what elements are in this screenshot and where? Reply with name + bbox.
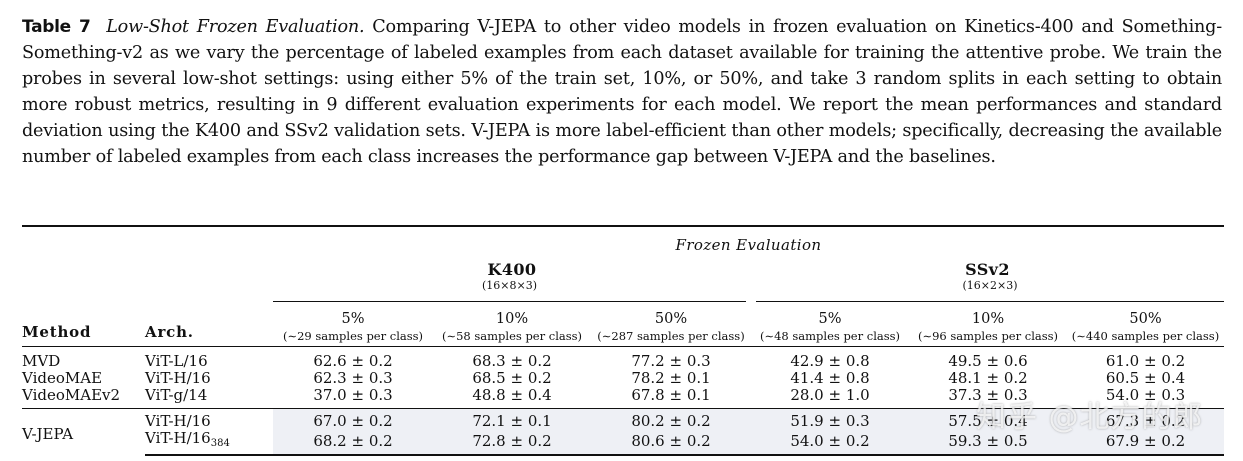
score-cell: 72.1 ± 0.1 xyxy=(433,408,591,430)
arch-base: ViT-H/16 xyxy=(145,429,211,447)
score-cell: 49.5 ± 0.6 xyxy=(909,346,1067,370)
split-samples: (∼29 samples per class) xyxy=(282,329,424,343)
caption-body: Comparing V-JEPA to other video models i… xyxy=(22,17,1222,167)
table-row: MVD ViT-L/16 62.6 ± 0.2 68.3 ± 0.2 77.2 … xyxy=(22,346,1224,370)
caption-title: Low-Shot Frozen Evaluation. xyxy=(106,17,365,37)
method-name: VideoMAE xyxy=(22,369,103,387)
score-cell: 48.1 ± 0.2 xyxy=(948,369,1028,387)
score-cell: 37.0 ± 0.3 xyxy=(313,386,393,404)
col-header-method: Method xyxy=(22,323,92,341)
col-header-arch: Arch. xyxy=(145,323,194,341)
score-cell: 41.4 ± 0.8 xyxy=(790,369,870,387)
score-cell: 68.3 ± 0.2 xyxy=(433,346,591,370)
group-title: Frozen Evaluation xyxy=(675,236,822,254)
score-cell: 54.0 ± 0.2 xyxy=(751,430,909,456)
caption-label: Table 7 xyxy=(22,17,91,37)
split-pct: 10% xyxy=(971,311,1005,327)
split-pct: 10% xyxy=(495,311,529,327)
table-row: V-JEPA ViT-H/16 67.0 ± 0.2 72.1 ± 0.1 80… xyxy=(22,408,1224,455)
score-cell: 67.0 ± 0.2 xyxy=(273,408,433,430)
score-cell: 67.9 ± 0.2 xyxy=(1067,430,1224,456)
arch-name: ViT-g/14 xyxy=(145,386,208,404)
dataset-k400: K400 xyxy=(487,259,537,279)
split-header: 5% (∼48 samples per class) xyxy=(751,302,909,347)
arch-name: ViT-H/16 xyxy=(145,408,273,430)
arch-name: ViT-H/16384 xyxy=(145,429,273,456)
table-caption: Table 7 Low-Shot Frozen Evaluation. Comp… xyxy=(22,14,1222,170)
score-cell: 37.3 ± 0.3 xyxy=(948,386,1028,404)
table-row: VideoMAEv2 ViT-g/14 37.0 ± 0.3 48.8 ± 0.… xyxy=(22,387,1224,409)
score-cell: 68.2 ± 0.2 xyxy=(273,430,433,456)
score-cell: 62.6 ± 0.2 xyxy=(273,346,433,370)
dataset-ssv2-sub: (16×2×3) xyxy=(746,279,1224,302)
split-header: 50% (∼440 samples per class) xyxy=(1067,302,1224,347)
score-cell: 28.0 ± 1.0 xyxy=(790,386,870,404)
score-cell: 61.0 ± 0.2 xyxy=(1067,346,1224,370)
score-cell: 80.2 ± 0.2 xyxy=(591,408,751,430)
score-cell: 77.2 ± 0.3 xyxy=(591,346,751,370)
score-cell: 42.9 ± 0.8 xyxy=(751,346,909,370)
split-header: 50% (∼287 samples per class) xyxy=(591,302,751,347)
score-cell: 72.8 ± 0.2 xyxy=(433,430,591,456)
split-pct: 5% xyxy=(818,311,842,327)
table-row: ViT-H/16384 68.2 ± 0.2 72.8 ± 0.2 80.6 ±… xyxy=(22,429,1224,456)
score-cell: 60.5 ± 0.4 xyxy=(1105,369,1186,387)
split-samples: (∼96 samples per class) xyxy=(917,329,1059,343)
arch-resolution: 384 xyxy=(210,438,230,449)
dataset-k400-sub: (16×8×3) xyxy=(273,279,756,302)
split-samples: (∼287 samples per class) xyxy=(597,329,745,343)
method-name: VideoMAEv2 xyxy=(22,386,121,404)
score-cell: 62.3 ± 0.3 xyxy=(313,369,393,387)
score-cell: 57.5 ± 0.4 xyxy=(909,408,1067,430)
score-cell: 59.3 ± 0.5 xyxy=(909,430,1067,456)
score-cell: 78.2 ± 0.1 xyxy=(631,369,711,387)
method-name: MVD xyxy=(22,346,145,370)
split-header: 10% (∼58 samples per class) xyxy=(433,302,591,347)
split-samples: (∼48 samples per class) xyxy=(759,329,901,343)
score-cell: 67.3 ± 0.2 xyxy=(1067,408,1224,430)
score-cell: 54.0 ± 0.3 xyxy=(1105,386,1186,404)
split-pct: 50% xyxy=(654,311,688,327)
split-pct: 5% xyxy=(341,311,365,327)
table-row: VideoMAE ViT-H/16 62.3 ± 0.3 68.5 ± 0.2 … xyxy=(22,370,1224,387)
split-header: 5% (∼29 samples per class) xyxy=(273,302,433,347)
score-cell: 51.9 ± 0.3 xyxy=(751,408,909,430)
split-samples: (∼58 samples per class) xyxy=(441,329,583,343)
dataset-ssv2: SSv2 xyxy=(965,259,1010,279)
results-table: Frozen Evaluation K400 SSv2 (16×8×3) (16… xyxy=(22,225,1224,456)
arch-name: ViT-H/16 xyxy=(145,369,211,387)
arch-name: ViT-L/16 xyxy=(145,346,273,370)
split-header: 10% (∼96 samples per class) xyxy=(909,302,1067,347)
split-samples: (∼440 samples per class) xyxy=(1071,329,1220,343)
score-cell: 68.5 ± 0.2 xyxy=(472,369,552,387)
score-cell: 80.6 ± 0.2 xyxy=(591,430,751,456)
split-pct: 50% xyxy=(1129,311,1162,327)
score-cell: 67.8 ± 0.1 xyxy=(631,386,711,404)
score-cell: 48.8 ± 0.4 xyxy=(472,386,552,404)
method-name: V-JEPA xyxy=(22,408,145,455)
